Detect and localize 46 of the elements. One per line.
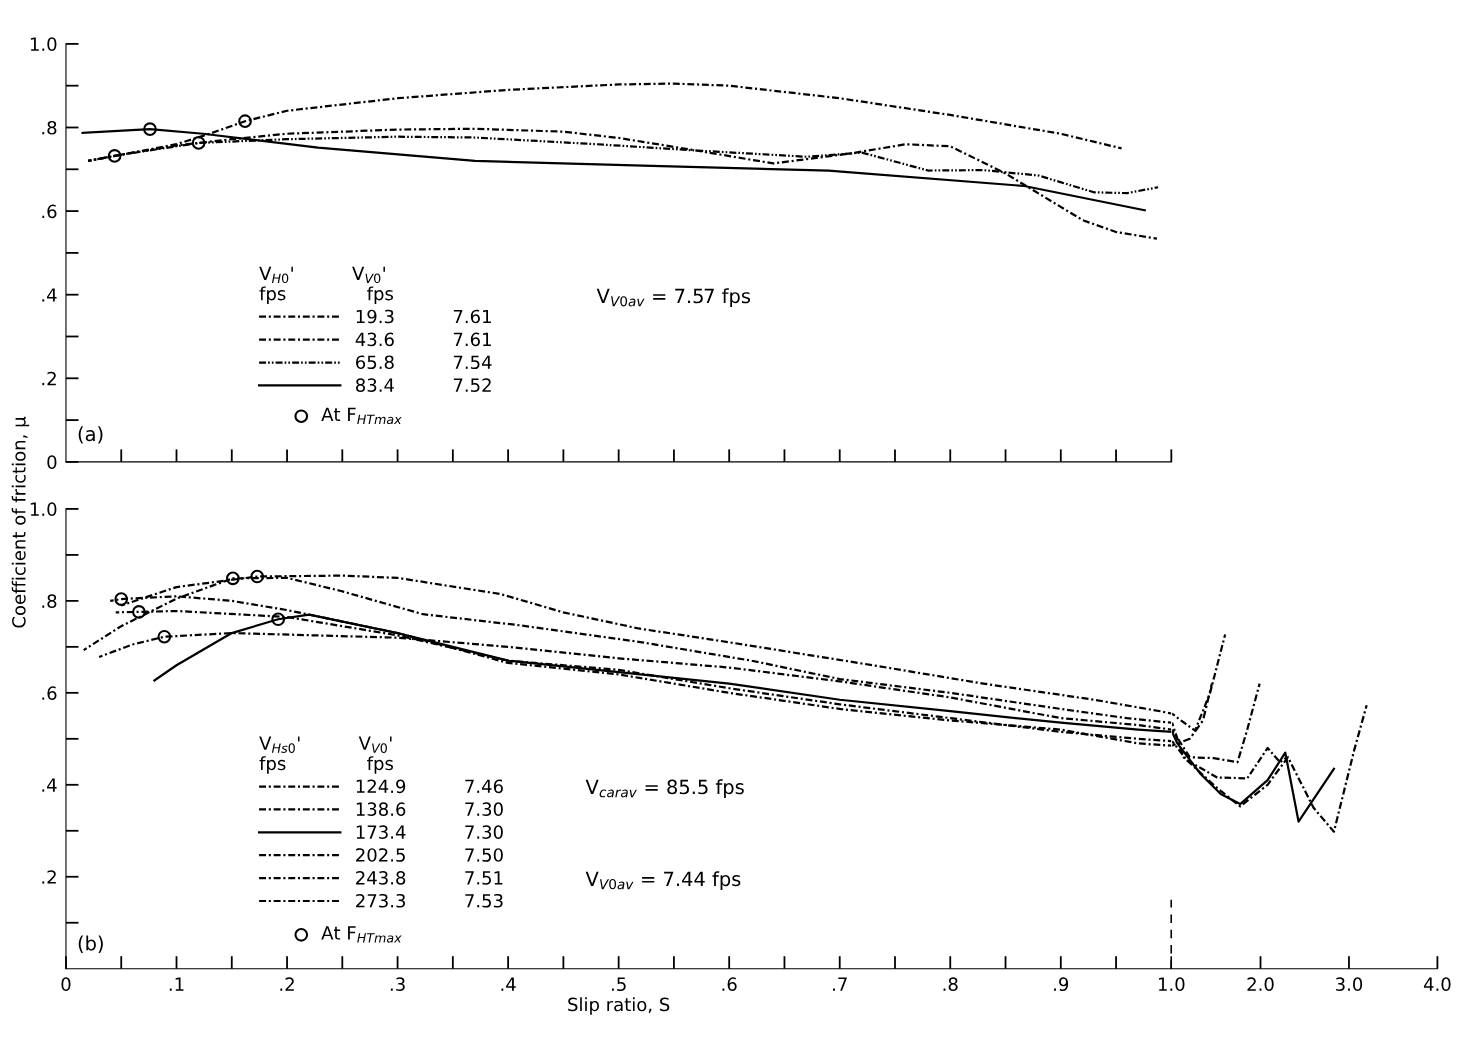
annotation: V$_{V0av}$ = 7.57 fps	[596, 288, 751, 308]
legend-label: At F$_{HTmax}$	[321, 926, 402, 943]
y-tick-label: .4	[42, 778, 57, 792]
y-tick-label: .8	[42, 594, 57, 608]
legend-label: 83.4 7.52	[356, 378, 491, 392]
legend-label: 43.6 7.61	[355, 332, 491, 347]
legend-label: 243.8 7.51	[356, 871, 503, 885]
legend-label: 173.4 7.30	[356, 825, 503, 839]
x-tick-label: .6	[722, 977, 737, 992]
legend-label: 65.8 7.54	[356, 355, 492, 370]
y-tick-label: .4	[42, 288, 57, 302]
y-tick-label: 0	[47, 455, 57, 470]
legend-label: 19.3 7.61	[356, 309, 491, 324]
x-tick-label: .4	[501, 977, 516, 991]
legend-label: At F$_{HTmax}$	[321, 407, 402, 425]
legend-label: 124.9 7.46	[356, 779, 503, 794]
x-tick-label: .7	[833, 977, 847, 991]
y-tick-label: .2	[42, 870, 56, 884]
y-tick-label: .6	[42, 204, 57, 219]
y-tick-label: .8	[42, 120, 57, 135]
x-tick-label: .5	[611, 977, 626, 992]
legend-label: 273.3 7.53	[356, 893, 503, 908]
annotation: V$_{V0av}$ = 7.44 fps	[585, 871, 741, 890]
x-axis-title: Slip ratio, S	[568, 997, 670, 1015]
y-tick-label: 1.0	[30, 502, 57, 517]
x-tick-label: .1	[169, 977, 184, 991]
annotation: V$_{carav}$ = 85.5 fps	[585, 779, 744, 799]
y-tick-label: .2	[42, 371, 56, 386]
y-axis-title: Coefficient of friction, μ	[11, 416, 30, 628]
annotation: (b)	[78, 935, 103, 953]
x-tick-label: 1.0	[1158, 977, 1185, 992]
y-tick-label: .6	[42, 686, 57, 700]
annotation: (a)	[78, 426, 103, 444]
x-tick-label: .2	[280, 977, 294, 991]
x-tick-label: 3.0	[1335, 977, 1363, 992]
legend-label: 138.6 7.30	[356, 802, 503, 817]
legend-title: V$_{Hs0}$' V$_{V0}$' fps fps	[259, 736, 393, 774]
x-tick-label: .9	[1054, 977, 1069, 992]
y-tick-label: 1.0	[30, 37, 57, 52]
legend-label: 202.5 7.50	[356, 848, 503, 862]
x-tick-label: 4.0	[1423, 977, 1451, 992]
x-tick-label: 0	[61, 977, 71, 992]
x-tick-label: 2.0	[1247, 977, 1274, 992]
x-tick-label: .3	[390, 977, 405, 992]
legend-title: V$_{H0}$' V$_{V0}$' fps fps	[259, 266, 393, 304]
x-tick-label: .8	[943, 977, 958, 992]
